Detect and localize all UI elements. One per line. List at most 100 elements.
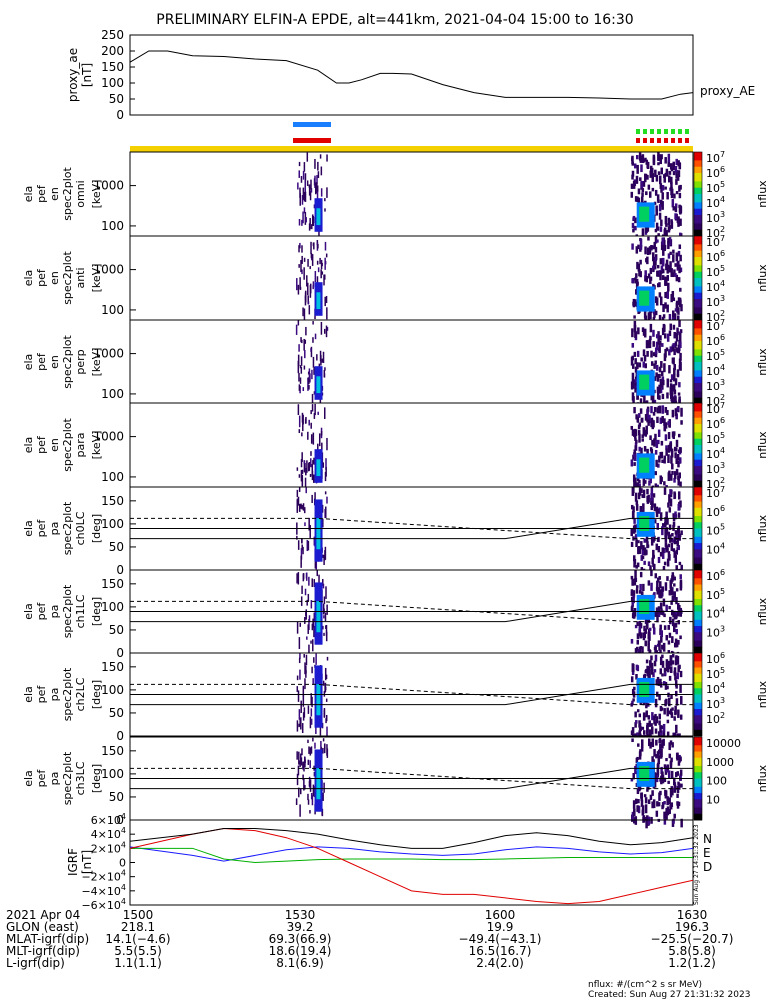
spectrum-pixel <box>663 561 667 566</box>
colorbar-step <box>694 248 702 252</box>
spectrum-pixel <box>674 656 678 666</box>
spectrum-pixel <box>326 327 329 331</box>
spectrum-pixel <box>675 333 679 342</box>
spectrum-pixel <box>303 162 306 172</box>
spectrum-pixel <box>676 327 679 334</box>
spectrum-pixel <box>676 771 679 776</box>
spectrum-pixel <box>647 785 650 790</box>
spectrum-pixel <box>639 248 642 252</box>
science-zone-bars <box>130 122 693 152</box>
spectrum-core-bright <box>639 457 650 473</box>
spectrum-pixel <box>295 324 298 335</box>
spectrum-pixel <box>304 785 306 790</box>
colorbar-step <box>694 440 702 444</box>
spectrum-pixel <box>638 620 642 629</box>
spectrum-pixel <box>657 545 661 553</box>
colorbar-step <box>694 489 702 492</box>
spectrum-pixel <box>666 267 669 274</box>
colorbar-step <box>694 690 702 693</box>
spectrum-pixel <box>677 545 680 551</box>
spectrum-pixel <box>669 616 672 625</box>
spectrum-pixel <box>643 328 647 338</box>
spectrum-pixel <box>672 161 675 171</box>
colorbar-step <box>694 468 702 471</box>
energy-ytick-label: 100 <box>101 219 124 233</box>
spectrum-pixel <box>645 227 648 233</box>
spectrum-pixel <box>658 204 662 212</box>
spectrum-pixel <box>655 222 659 231</box>
spectrum-pixel <box>300 503 302 509</box>
spectrum-pixel <box>659 581 662 588</box>
colorbar-step <box>694 526 702 529</box>
spectrum-pixel <box>630 778 634 782</box>
igrf-ytick-label: −2×104 <box>81 869 126 884</box>
spectrum-pixel <box>651 393 655 402</box>
colorbar-step <box>694 592 702 596</box>
spectrum-core-bright <box>316 292 321 310</box>
colorbar-tick-label: 106 <box>706 568 725 583</box>
spectrum-pixel <box>299 669 301 680</box>
spectrum-pixel <box>314 492 316 502</box>
igrf-yunit: [nT] <box>80 850 94 874</box>
spectrum-pixel <box>669 489 672 495</box>
spectrum-pixel <box>669 788 673 798</box>
spectrum-pixel <box>660 241 664 251</box>
spectrum-pixel <box>299 277 301 290</box>
colorbar-step <box>694 663 702 666</box>
orbit-row-value: 1530 <box>285 908 316 922</box>
colorbar-step <box>694 694 702 698</box>
spectrum-pixel <box>633 320 637 329</box>
spectrum-pixel <box>318 226 320 238</box>
orbit-row-value: 1500 <box>123 908 154 922</box>
spectrum-pixel <box>639 158 643 163</box>
spectrum-pixel <box>678 332 682 342</box>
colorbar-step <box>694 501 702 505</box>
spectrum-pixel <box>637 546 640 555</box>
spectrum-pixel <box>304 418 307 424</box>
spectrum-pixel <box>654 169 657 178</box>
spectrum-pixel <box>654 189 658 196</box>
igrf-ylabel: IGRF <box>66 848 80 876</box>
spectrum-pixel <box>315 182 317 195</box>
colorbar-tick-label: 106 <box>706 333 725 348</box>
spectrum-pixel <box>669 657 673 666</box>
spectrum-pixel <box>647 619 651 623</box>
spectrum-pixel <box>672 343 675 347</box>
spectrum-pixel <box>638 422 642 427</box>
spectrum-pixel <box>674 273 677 278</box>
spectrum-pixel <box>299 187 301 198</box>
spectrum-pixel <box>661 275 665 280</box>
spectrum-pixel <box>670 192 674 199</box>
bar-blue <box>293 122 331 127</box>
spectrum-pixel <box>311 578 314 588</box>
spectrum-pixel <box>649 435 652 441</box>
spectrum-pixel <box>324 241 327 251</box>
energy-yunit: [keV] <box>90 264 103 293</box>
spectrum-pixel <box>646 350 649 357</box>
spectrum-pixel <box>636 164 639 174</box>
colorbar-step <box>694 466 702 469</box>
spectrum-pixel <box>679 684 682 693</box>
spectrum-pixel <box>659 378 663 388</box>
spectrum-pixel <box>677 460 680 468</box>
spectrum-pixel <box>654 612 657 617</box>
colorbar-step <box>694 292 702 296</box>
spectrum-pixel <box>631 811 635 821</box>
spectrum-pixel <box>633 299 636 304</box>
spectrum-pixel <box>677 610 680 617</box>
spectrum-core-bright <box>639 516 650 531</box>
spectrum-pixel <box>299 377 302 384</box>
spectrum-pixel <box>680 783 683 788</box>
spectrum-pixel <box>302 693 305 707</box>
spectrum-pixel <box>322 680 325 686</box>
spectrum-pixel <box>653 715 656 725</box>
spectrum-pixel <box>305 326 307 336</box>
spectrum-pixel <box>662 314 666 319</box>
spectrum-pixel <box>637 244 640 250</box>
colorbar-step <box>694 307 702 310</box>
spectrum-pixel <box>632 525 636 534</box>
spectrum-pixel <box>636 709 640 713</box>
spectrum-pixel <box>635 585 639 589</box>
